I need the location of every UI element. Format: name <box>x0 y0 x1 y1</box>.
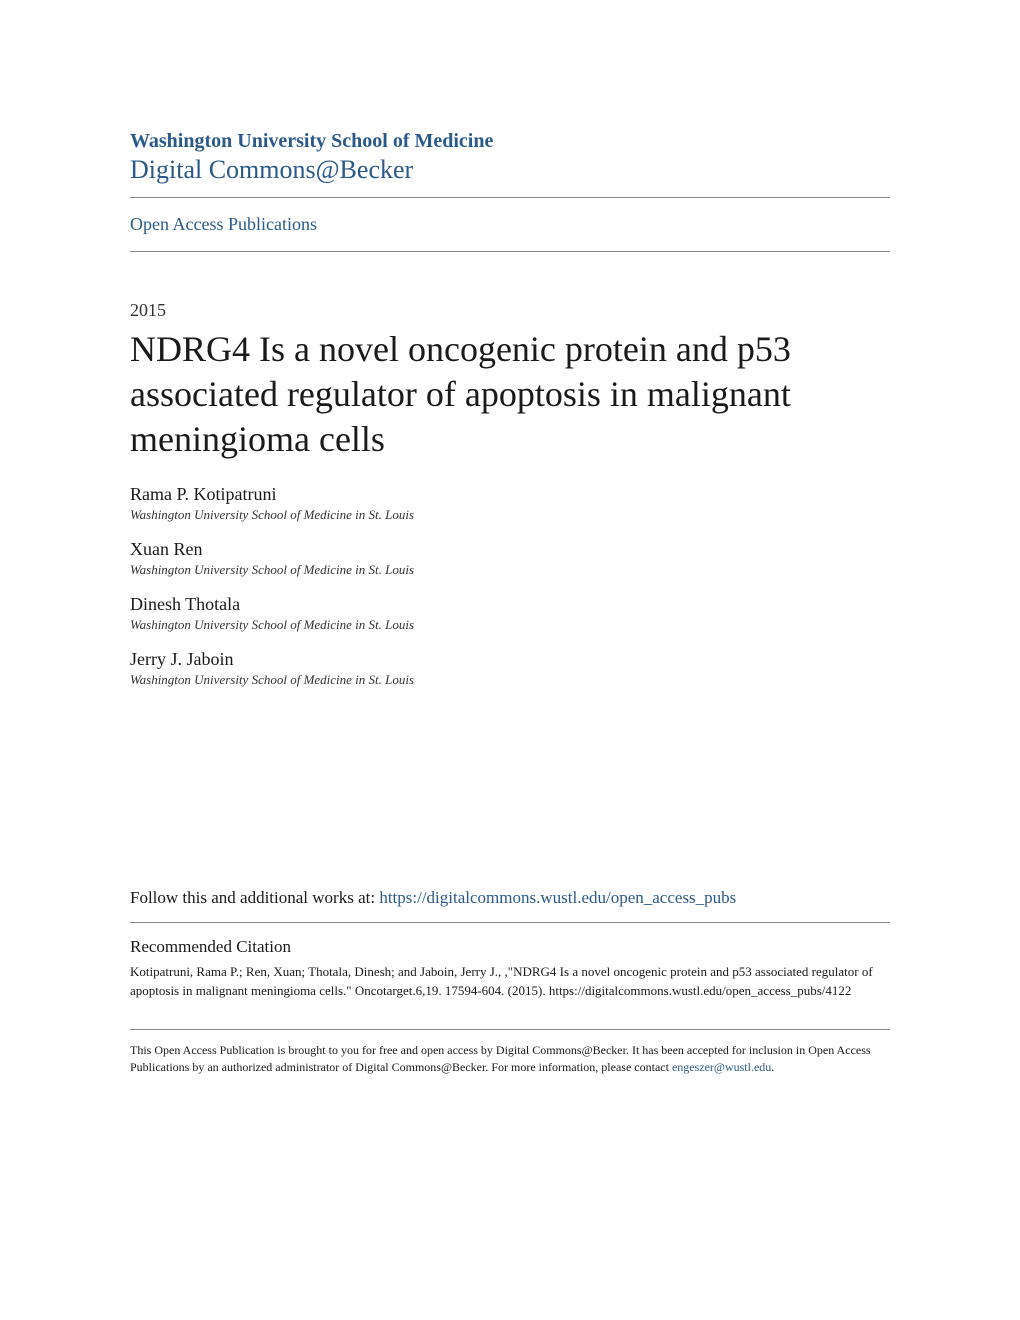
author-affiliation: Washington University School of Medicine… <box>130 507 890 523</box>
citation-heading: Recommended Citation <box>130 937 890 957</box>
follow-link[interactable]: https://digitalcommons.wustl.edu/open_ac… <box>379 888 736 907</box>
section-link-row: Open Access Publications <box>130 198 890 251</box>
follow-prefix: Follow this and additional works at: <box>130 888 379 907</box>
footer-contact-link[interactable]: engeszer@wustl.edu <box>672 1060 771 1074</box>
footer-suffix: . <box>771 1060 774 1074</box>
author-block: Rama P. Kotipatruni Washington Universit… <box>130 484 890 523</box>
author-name: Xuan Ren <box>130 539 890 560</box>
paper-title: NDRG4 Is a novel oncogenic protein and p… <box>130 327 890 462</box>
author-affiliation: Washington University School of Medicine… <box>130 672 890 688</box>
divider-citation <box>130 922 890 923</box>
citation-text: Kotipatruni, Rama P.; Ren, Xuan; Thotala… <box>130 963 890 1001</box>
author-block: Dinesh Thotala Washington University Sch… <box>130 594 890 633</box>
open-access-link[interactable]: Open Access Publications <box>130 214 317 234</box>
author-affiliation: Washington University School of Medicine… <box>130 562 890 578</box>
publication-year: 2015 <box>130 300 890 321</box>
author-name: Rama P. Kotipatruni <box>130 484 890 505</box>
divider-mid <box>130 251 890 252</box>
follow-row: Follow this and additional works at: htt… <box>130 888 890 908</box>
author-name: Dinesh Thotala <box>130 594 890 615</box>
author-name: Jerry J. Jaboin <box>130 649 890 670</box>
footer-text: This Open Access Publication is brought … <box>130 1042 890 1077</box>
repository-name[interactable]: Digital Commons@Becker <box>130 155 890 185</box>
author-affiliation: Washington University School of Medicine… <box>130 617 890 633</box>
author-block: Jerry J. Jaboin Washington University Sc… <box>130 649 890 688</box>
institution-name: Washington University School of Medicine <box>130 130 890 153</box>
divider-footer <box>130 1029 890 1030</box>
author-block: Xuan Ren Washington University School of… <box>130 539 890 578</box>
